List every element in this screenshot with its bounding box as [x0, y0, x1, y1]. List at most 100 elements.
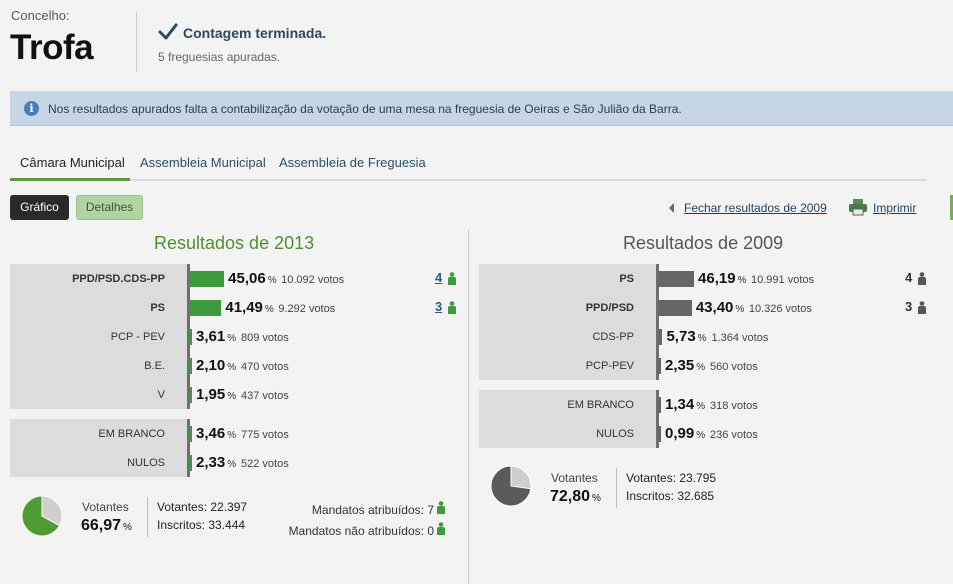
info-text: Nos resultados apurados falta a contabil…: [48, 102, 682, 116]
pct-value: 2,33: [196, 454, 226, 471]
detalhes-button[interactable]: Detalhes: [76, 195, 143, 220]
inscritos-2013-count: Inscritos: 33.444: [157, 518, 246, 532]
result-bar: [189, 426, 192, 442]
person-icon: [918, 301, 926, 314]
status-subtitle: 5 freguesias apuradas.: [158, 50, 281, 64]
party-pct: 1,34%: [665, 396, 706, 413]
result-bar: [189, 271, 225, 287]
party-votes: 775 votos: [241, 429, 289, 441]
party-votes: 318 votos: [710, 400, 758, 412]
pct-value: 3,46: [196, 425, 226, 442]
info-icon: i: [24, 101, 39, 116]
party-votes: 437 votos: [241, 390, 289, 402]
person-icon: [448, 272, 456, 285]
party-votes: 9.292 votos: [278, 303, 336, 315]
party-label: B.E.: [144, 360, 165, 372]
person-icon: [437, 501, 445, 514]
seats-count: 3: [905, 299, 913, 314]
pct-value: 41,49: [225, 299, 263, 316]
check-icon: [158, 23, 178, 40]
concelho-name: Trofa: [10, 28, 94, 67]
party-label: PS: [150, 302, 165, 314]
votantes-2013-pct: 66,97%: [81, 517, 132, 534]
axis-line: [187, 264, 190, 409]
column-divider: [468, 230, 469, 584]
parties-2009-block: [479, 264, 656, 380]
person-icon: [448, 301, 456, 314]
others-2009-block: [479, 390, 656, 448]
pct-value: 2,10: [196, 357, 226, 374]
party-label: EM BRANCO: [567, 399, 634, 411]
active-tab-underline: [10, 178, 130, 181]
party-votes: 522 votos: [241, 458, 289, 470]
tab-assembleia-freguesia[interactable]: Assembleia de Freguesia: [279, 155, 426, 170]
party-pct: 0,99%: [665, 425, 706, 442]
concelho-label: Concelho:: [11, 8, 70, 23]
party-label: EM BRANCO: [98, 428, 165, 440]
party-pct: 3,46%: [196, 425, 237, 442]
votantes-2009-pie: [490, 465, 532, 507]
pct-value: 46,19: [698, 270, 736, 287]
party-label: PS: [619, 273, 634, 285]
others-2013-block: [10, 419, 187, 477]
seats-count[interactable]: 4: [435, 270, 443, 285]
votantes-2009-label: Votantes: [551, 471, 598, 485]
party-pct: 41,49%: [225, 299, 274, 316]
party-label: NULOS: [596, 428, 634, 440]
party-label: V: [157, 389, 165, 401]
info-banner: i Nos resultados apurados falta a contab…: [10, 91, 953, 126]
party-votes: 10.326 votos: [748, 303, 812, 315]
party-pct: 1,95%: [196, 386, 237, 403]
fechar-resultados-link[interactable]: Fechar resultados de 2009: [684, 201, 827, 215]
result-bar: [658, 426, 661, 442]
pct-value: 43,40: [695, 299, 734, 316]
pct-value: 45,06: [228, 270, 266, 287]
votantes-2013-count: Votantes: 22.397: [157, 500, 248, 514]
pct-value: 5,73: [666, 328, 696, 345]
tab-camara-municipal[interactable]: Câmara Municipal: [20, 155, 125, 170]
edge-tab: [950, 195, 953, 220]
stat-divider: [616, 468, 617, 508]
results-2013-title: Resultados de 2013: [154, 233, 315, 253]
party-votes: 809 votos: [241, 332, 289, 344]
tab-assembleia-municipal[interactable]: Assembleia Municipal: [140, 155, 266, 170]
votantes-2009-pct: 72,80%: [550, 488, 601, 505]
seats-count[interactable]: 3: [435, 299, 443, 314]
party-votes: 10.092 votos: [281, 274, 345, 286]
party-votes: 1.364 votos: [711, 332, 769, 344]
axis-line: [656, 390, 659, 448]
party-pct: 43,40%: [695, 299, 745, 316]
inscritos-2009-count: Inscritos: 32.685: [626, 489, 715, 503]
party-label: PPD/PSD.CDS-PP: [72, 273, 165, 285]
party-pct: 45,06%: [228, 270, 277, 287]
axis-line: [187, 419, 190, 477]
mandatos-nao-atribuidos: Mandatos não atribuídos: 0: [288, 524, 434, 538]
party-label: PCP-PEV: [585, 360, 634, 372]
result-bar: [658, 271, 695, 287]
party-label: PCP - PEV: [110, 331, 165, 343]
status-title: Contagem terminada.: [183, 25, 327, 41]
person-icon: [918, 272, 926, 285]
parties-2013-block: [10, 264, 187, 409]
imprimir-link[interactable]: Imprimir: [873, 201, 917, 215]
results-2009-title: Resultados de 2009: [623, 233, 784, 253]
party-label: CDS-PP: [592, 331, 634, 343]
party-votes: 10.991 votos: [751, 274, 815, 286]
grafico-button[interactable]: Gráfico: [10, 195, 69, 220]
pct-value: 1,95: [196, 386, 226, 403]
party-pct: 46,19%: [698, 270, 747, 287]
result-bar: [658, 300, 692, 316]
axis-line: [656, 264, 659, 380]
mandatos-atribuidos: Mandatos atribuídos: 7: [311, 503, 434, 517]
printer-icon[interactable]: [848, 197, 868, 217]
tab-bar: Câmara Municipal Assembleia Municipal As…: [10, 150, 927, 181]
pct-value: 2,35: [665, 357, 695, 374]
party-votes: 236 votos: [710, 429, 758, 441]
votantes-2009-count: Votantes: 23.795: [626, 471, 717, 485]
stat-divider: [147, 497, 148, 537]
seats-count: 4: [905, 270, 913, 285]
votantes-2013-pie: [21, 495, 63, 537]
result-bar: [658, 397, 661, 413]
votantes-2013-label: Votantes: [82, 500, 129, 514]
result-bar: [189, 455, 192, 471]
